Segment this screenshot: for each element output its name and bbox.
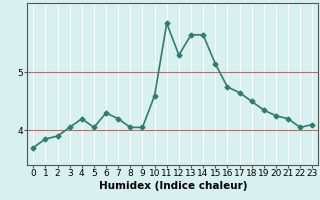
X-axis label: Humidex (Indice chaleur): Humidex (Indice chaleur) <box>99 181 247 191</box>
